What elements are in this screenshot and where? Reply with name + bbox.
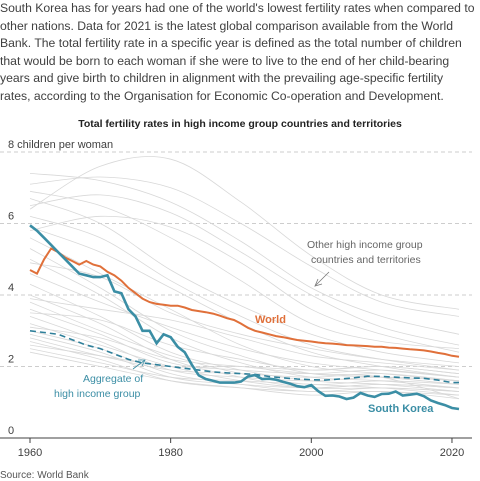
other-countries-lines [29, 156, 460, 400]
other-country-line [29, 308, 460, 378]
y-tick-label: 4 [8, 282, 14, 294]
world-line [29, 247, 460, 358]
other-country-line [29, 194, 460, 346]
other-country-line [29, 351, 460, 400]
x-tick-label: 2020 [440, 447, 464, 459]
gridlines [0, 151, 472, 367]
other-country-line [29, 156, 460, 310]
y-tick-label: 6 [8, 211, 14, 223]
x-tick-label: 1980 [158, 447, 182, 459]
aggregate-annotation-line2: high income group [54, 388, 141, 400]
south-korea-label: South Korea [368, 403, 434, 415]
x-tick-label: 2000 [299, 447, 323, 459]
y-tick-label: 8 children per woman [8, 139, 113, 151]
other-country-line [29, 333, 460, 389]
chart-title: Total fertility rates in high income gro… [78, 118, 402, 130]
other-country-line [29, 312, 460, 374]
world-label: World [255, 314, 286, 326]
intro-text: South Korea has for years had one of the… [0, 1, 475, 103]
other-country-line [29, 298, 460, 371]
y-tick-label: 0 [8, 425, 14, 437]
others-arrowhead [314, 278, 323, 287]
other-country-line [29, 176, 460, 317]
source-note: Source: World Bank [0, 470, 89, 481]
others-annotation-line1: Other high income group [307, 239, 423, 251]
other-country-line [29, 190, 460, 349]
others-annotation-line2: countries and territories [311, 254, 421, 266]
fertility-chart: 0 2 4 6 8 children per woman 1960 1980 2000 2020… [0, 139, 472, 459]
aggregate-pointer-line [132, 359, 146, 370]
y-tick-label: 2 [8, 354, 14, 366]
x-tick-label: 1960 [18, 447, 42, 459]
axes: 0 2 4 6 8 children per woman 1960 1980 2000 2020 [0, 139, 472, 459]
south-korea-line [29, 224, 460, 411]
annotations: Other high income group countries and te… [54, 239, 434, 415]
others-pointer-line [315, 271, 330, 286]
other-country-line [29, 173, 460, 335]
other-country-line [29, 215, 460, 353]
aggregate-high-income-line [29, 330, 459, 384]
aggregate-annotation-line1: Aggregate of [83, 373, 143, 385]
highlight-series [29, 224, 460, 411]
aggregate-arrowhead [138, 359, 146, 367]
other-country-line [29, 326, 460, 400]
other-country-line [29, 198, 460, 364]
